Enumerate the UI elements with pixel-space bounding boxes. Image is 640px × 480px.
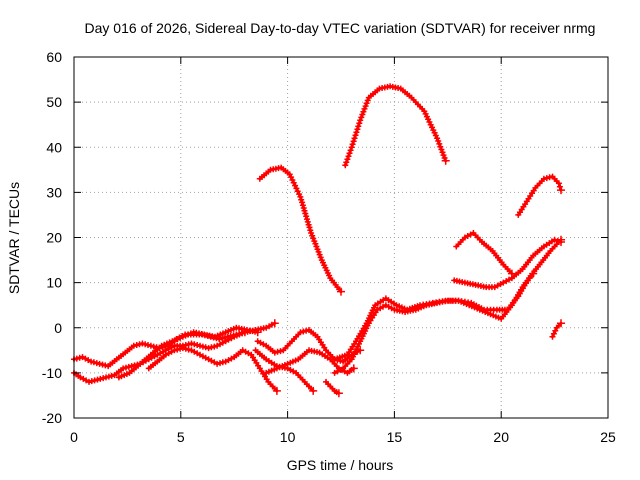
y-tick-label: 50 — [46, 94, 62, 110]
x-tick-label: 15 — [387, 429, 403, 445]
x-tick-label: 10 — [280, 429, 296, 445]
ticks: 0 5 10 15 20 25 -20 -10 0 10 20 30 40 50 60 — [42, 49, 616, 445]
series-arc-12 — [115, 324, 262, 381]
series-arc-5 — [451, 236, 565, 291]
y-tick-label: 30 — [46, 184, 62, 200]
grid — [74, 57, 608, 418]
y-tick-label: 0 — [54, 320, 62, 336]
x-tick-label: 5 — [177, 429, 185, 445]
x-tick-label: 25 — [600, 429, 616, 445]
y-tick-label: 10 — [46, 275, 62, 291]
series-markers — [115, 324, 262, 381]
series-arc-3 — [515, 173, 565, 218]
series-arc-16 — [323, 378, 343, 398]
series-arc-6 — [549, 319, 565, 340]
series-markers — [549, 319, 565, 340]
series-markers — [342, 83, 450, 169]
series-markers — [256, 164, 345, 296]
series-arc-4 — [453, 230, 516, 278]
series-markers — [451, 236, 565, 291]
series-arc-1 — [256, 164, 345, 296]
y-axis-label: SDTVAR / TECUs — [6, 182, 22, 294]
series-markers — [145, 345, 281, 395]
y-tick-label: 20 — [46, 230, 62, 246]
series-markers — [263, 347, 358, 376]
series-arc-13 — [254, 327, 365, 365]
series-markers — [453, 230, 516, 278]
series-arc-15 — [263, 347, 358, 376]
series-markers — [323, 378, 343, 398]
series-arc-2 — [342, 83, 450, 169]
series-layer — [71, 83, 565, 398]
x-axis-label: GPS time / hours — [287, 457, 394, 473]
chart-title: Day 016 of 2026, Sidereal Day-to-day VTE… — [85, 20, 596, 36]
series-markers — [515, 173, 565, 218]
series-markers — [331, 269, 538, 376]
y-tick-label: -20 — [42, 410, 62, 426]
series-arc-11 — [145, 345, 281, 395]
y-tick-label: -10 — [42, 365, 62, 381]
x-tick-label: 20 — [493, 429, 509, 445]
x-tick-label: 0 — [70, 429, 78, 445]
y-tick-label: 60 — [46, 49, 62, 65]
series-markers — [254, 327, 365, 365]
series-arc-8 — [331, 269, 538, 376]
y-tick-label: 40 — [46, 139, 62, 155]
